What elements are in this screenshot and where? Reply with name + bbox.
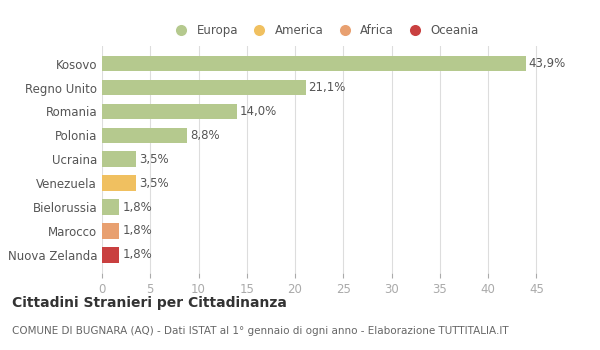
- Bar: [102, 223, 119, 239]
- Bar: [102, 152, 136, 167]
- Bar: [102, 104, 237, 119]
- Text: 1,8%: 1,8%: [122, 201, 152, 214]
- Text: Cittadini Stranieri per Cittadinanza: Cittadini Stranieri per Cittadinanza: [12, 296, 287, 310]
- Text: 43,9%: 43,9%: [529, 57, 566, 70]
- Bar: [102, 80, 305, 95]
- Text: COMUNE DI BUGNARA (AQ) - Dati ISTAT al 1° gennaio di ogni anno - Elaborazione TU: COMUNE DI BUGNARA (AQ) - Dati ISTAT al 1…: [12, 326, 509, 336]
- Text: 1,8%: 1,8%: [122, 248, 152, 261]
- Legend: Europa, America, Africa, Oceania: Europa, America, Africa, Oceania: [164, 20, 484, 42]
- Bar: [102, 127, 187, 143]
- Bar: [102, 175, 136, 191]
- Bar: [102, 247, 119, 262]
- Bar: [102, 56, 526, 71]
- Text: 21,1%: 21,1%: [308, 81, 346, 94]
- Bar: [102, 199, 119, 215]
- Text: 1,8%: 1,8%: [122, 224, 152, 238]
- Text: 14,0%: 14,0%: [240, 105, 277, 118]
- Text: 3,5%: 3,5%: [139, 153, 169, 166]
- Text: 8,8%: 8,8%: [190, 129, 220, 142]
- Text: 3,5%: 3,5%: [139, 177, 169, 190]
